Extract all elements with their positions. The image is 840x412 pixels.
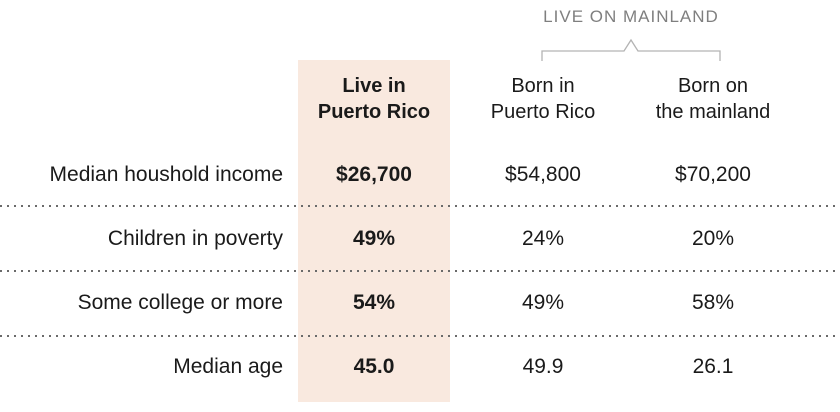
value-cell: 49% <box>352 227 396 250</box>
row-label: Median age <box>173 355 283 378</box>
value-cell: $26,700 <box>336 163 412 186</box>
value-cell: 24% <box>521 227 565 250</box>
column-header-born-in-pr: Born in Puerto Rico <box>450 73 636 143</box>
column-header-line: Puerto Rico <box>490 101 596 123</box>
column-header-line: Born in <box>511 75 575 97</box>
highlight-column-background <box>298 60 450 402</box>
table-row-children-in-poverty: Children in poverty 49% 24% 20% <box>0 207 840 271</box>
column-header-line: Puerto Rico <box>317 101 431 123</box>
row-label: Some college or more <box>77 291 283 314</box>
column-header-live-in-pr: Live in Puerto Rico <box>298 73 450 143</box>
value-cell: 49% <box>521 291 565 314</box>
column-header-line: Live in <box>342 75 406 97</box>
column-header-row: Live in Puerto Rico Born in Puerto Rico … <box>0 0 840 143</box>
dotted-separator <box>0 270 840 272</box>
row-label: Median houshold income <box>49 163 283 186</box>
column-header-line: the mainland <box>655 101 771 123</box>
column-header-line: Born on <box>677 75 749 97</box>
dotted-separator <box>0 335 840 337</box>
dotted-separator <box>0 205 840 207</box>
value-cell: 49.9 <box>522 355 564 378</box>
value-cell: 20% <box>691 227 735 250</box>
table-row-some-college-or-more: Some college or more 54% 49% 58% <box>0 271 840 335</box>
row-label: Children in poverty <box>107 227 283 250</box>
value-cell: 58% <box>691 291 735 314</box>
value-cell: 54% <box>352 291 396 314</box>
value-cell: 45.0 <box>353 355 395 378</box>
column-header-born-mainland: Born on the mainland <box>636 73 790 143</box>
table-row-median-age: Median age 45.0 49.9 26.1 <box>0 335 840 412</box>
group-header-label: LIVE ON MAINLAND <box>543 7 719 26</box>
value-cell: $54,800 <box>505 163 581 186</box>
table-row-median-household-income: Median houshold income $26,700 $54,800 $… <box>0 143 840 207</box>
value-cell: 26.1 <box>692 355 734 378</box>
value-cell: $70,200 <box>675 163 751 186</box>
mainland-bracket-icon <box>541 38 721 61</box>
